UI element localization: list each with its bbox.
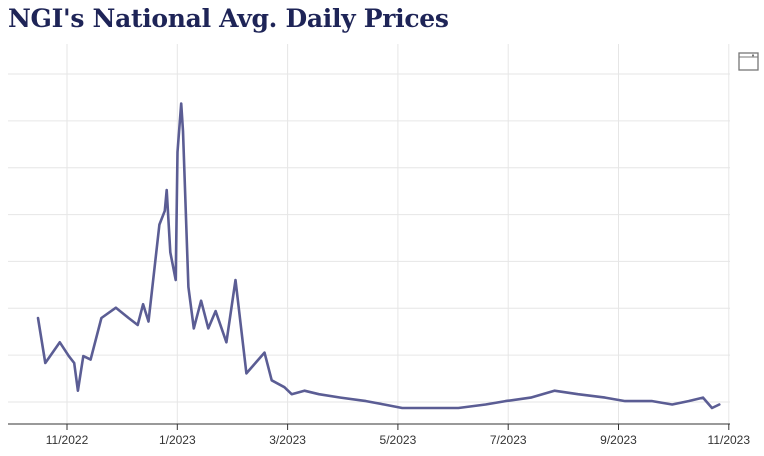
save-icon xyxy=(738,52,759,71)
series-line xyxy=(36,102,721,410)
x-tick-label: 7/2023 xyxy=(490,433,527,447)
x-tick-label: 5/2023 xyxy=(380,433,417,447)
x-tick-label: 11/2022 xyxy=(46,433,89,447)
chart-title: NGI's National Avg. Daily Prices xyxy=(8,4,449,33)
grid-lines xyxy=(8,44,730,424)
series-layer xyxy=(36,102,721,410)
x-axis: 11/2022 1/2023 3/2023 5/2023 7/2023 9/2023 11/… xyxy=(8,423,751,447)
x-tick-label: 9/2023 xyxy=(600,433,637,447)
x-tick-label: 3/2023 xyxy=(269,433,306,447)
x-tick-label: 1/2023 xyxy=(159,433,196,447)
export-button[interactable] xyxy=(737,50,761,72)
x-tick-label: 11/2023 xyxy=(708,433,751,447)
